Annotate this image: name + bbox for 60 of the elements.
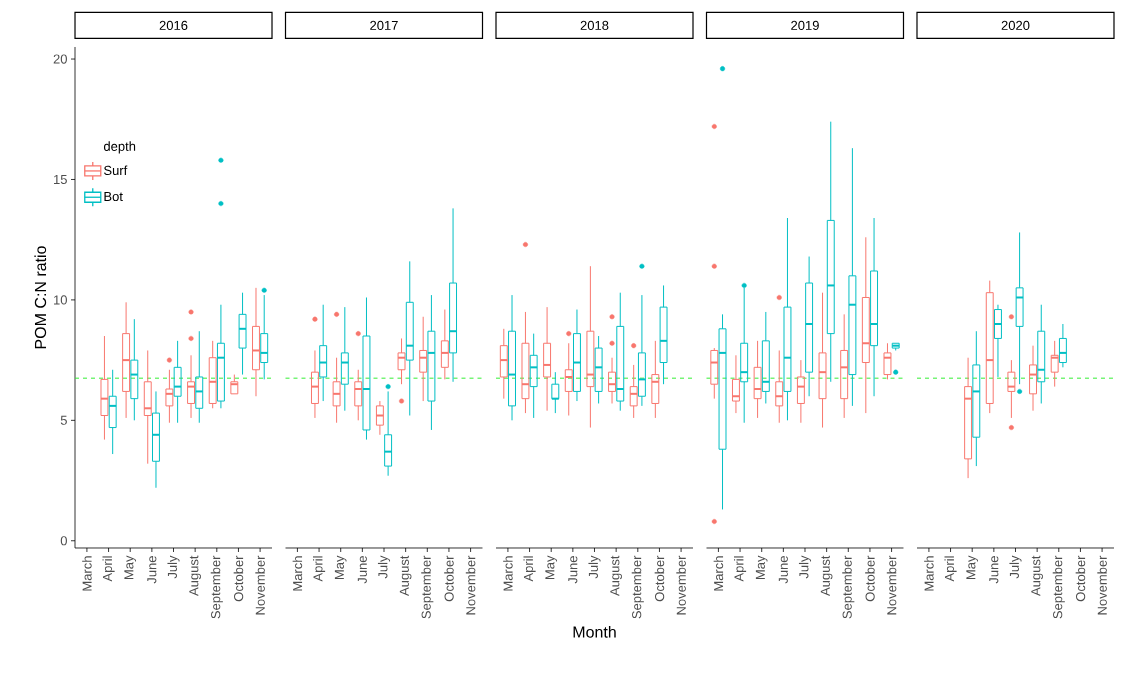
- x-tick-label: April: [944, 556, 957, 582]
- x-tick-label: November: [1097, 555, 1107, 615]
- x-axis-title: Month: [573, 625, 616, 638]
- x-tick-label: September: [842, 555, 855, 619]
- x-tick-label: April: [102, 556, 115, 582]
- x-tick-label: July: [167, 555, 180, 579]
- y-tick-label: 15: [54, 174, 67, 184]
- x-tick-label: July: [1009, 555, 1022, 579]
- x-tick-label: October: [233, 555, 244, 602]
- x-tick-label: August: [399, 555, 412, 596]
- y-axis-title: POM C:N ratio: [34, 246, 47, 349]
- x-tick-label: April: [733, 556, 747, 582]
- x-tick-label: July: [798, 555, 812, 579]
- x-tick-label: June: [989, 556, 999, 584]
- x-tick-label: July: [377, 555, 391, 579]
- x-tick-label: June: [778, 556, 788, 584]
- x-tick-label: October: [654, 555, 665, 602]
- x-tick-label: May: [966, 555, 979, 580]
- chart-title: 2019: [791, 20, 819, 30]
- y-tick-label: 5: [60, 415, 67, 425]
- x-tick-label: March: [82, 556, 92, 591]
- x-tick-label: October: [1075, 555, 1086, 602]
- x-tick-label: May: [124, 555, 137, 580]
- x-tick-label: October: [865, 555, 875, 602]
- chart-title: 2018: [580, 20, 609, 30]
- x-tick-label: September: [210, 555, 223, 619]
- chart-title: 2016: [159, 20, 188, 30]
- x-tick-label: September: [421, 555, 434, 619]
- x-tick-label: November: [676, 555, 686, 615]
- x-tick-label: March: [713, 556, 724, 591]
- x-tick-label: November: [255, 555, 265, 615]
- legend-label: Bot: [104, 192, 123, 202]
- x-tick-label: August: [610, 555, 622, 596]
- x-tick-label: June: [147, 556, 157, 584]
- x-tick-label: June: [568, 556, 578, 584]
- y-tick-label: 20: [53, 54, 67, 64]
- x-tick-label: April: [313, 556, 326, 582]
- x-tick-label: August: [189, 555, 201, 596]
- x-tick-label: August: [820, 555, 833, 596]
- legend-title: depth: [103, 141, 136, 154]
- chart-title: 2020: [1001, 20, 1030, 30]
- x-tick-label: June: [357, 556, 367, 584]
- x-tick-label: March: [292, 556, 303, 591]
- x-tick-label: August: [1031, 555, 1043, 596]
- x-tick-label: May: [755, 555, 768, 580]
- y-tick-label: 0: [60, 536, 67, 546]
- x-tick-label: November: [886, 555, 897, 615]
- x-tick-label: September: [631, 555, 644, 619]
- x-tick-label: May: [334, 555, 347, 580]
- x-tick-label: July: [588, 555, 601, 579]
- x-tick-label: May: [545, 555, 558, 580]
- y-tick-label: 10: [54, 295, 67, 305]
- x-tick-label: March: [503, 556, 513, 591]
- x-tick-label: September: [1052, 555, 1065, 619]
- x-tick-label: March: [924, 556, 934, 591]
- x-tick-label: November: [465, 555, 476, 615]
- x-tick-label: October: [444, 555, 454, 602]
- chart-title: 2017: [370, 20, 398, 30]
- x-tick-label: April: [523, 556, 536, 582]
- legend-label: Surf: [104, 165, 128, 176]
